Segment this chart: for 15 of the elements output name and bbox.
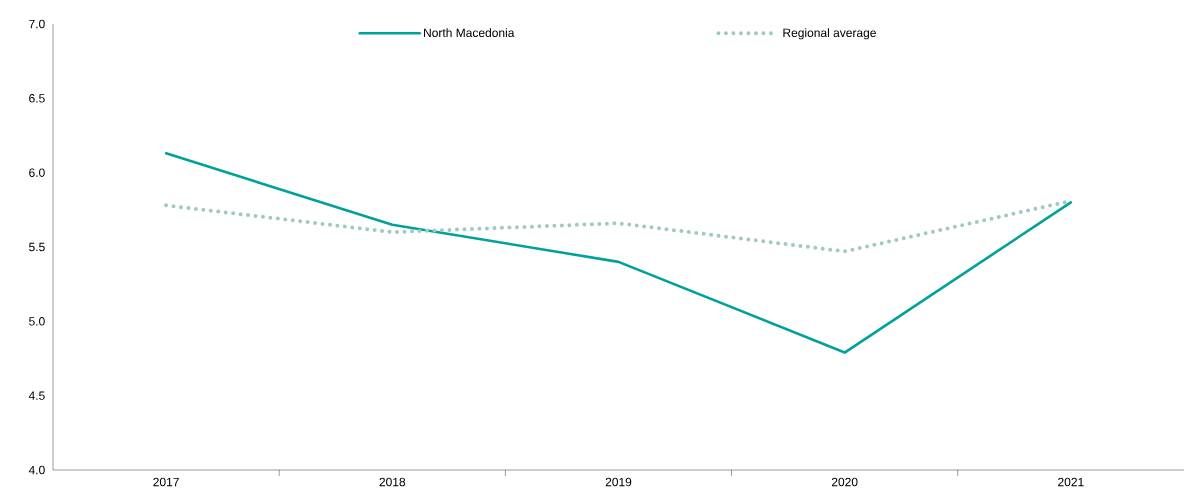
y-tick-label: 5.5	[29, 242, 45, 252]
x-tick-label: 2020	[831, 477, 858, 487]
y-tick-label: 6.5	[29, 94, 45, 103]
x-tick-label: 2018	[379, 477, 406, 487]
x-tick-label: 2019	[605, 477, 632, 487]
y-tick-label: 4.0	[28, 465, 45, 475]
legend-label: North Macedonia	[424, 28, 515, 37]
y-tick-label: 4.5	[28, 391, 45, 400]
y-tick-label: 7.0	[29, 19, 45, 29]
line-series	[164, 152, 1073, 354]
x-tick-label: 2021	[1058, 477, 1084, 487]
y-tick-label: 5.0	[29, 317, 45, 326]
y-tick-label: 6.0	[29, 168, 45, 177]
x-tick-label: 2017	[153, 477, 179, 487]
legend-label: Regional average	[783, 28, 876, 40]
